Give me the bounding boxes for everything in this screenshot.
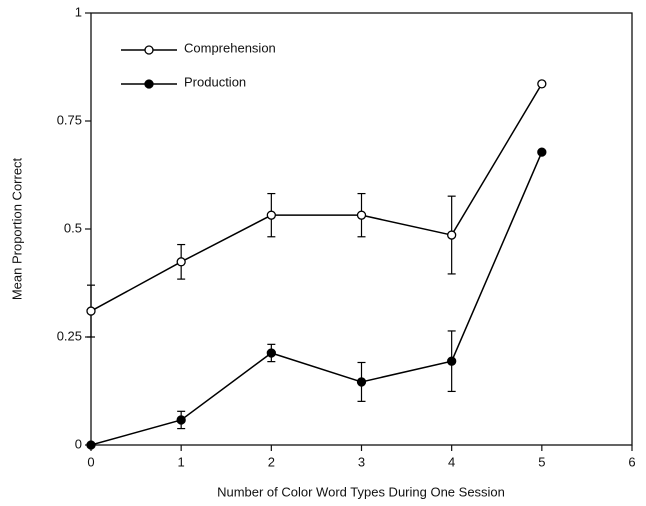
x-tick-label: 5 [538, 454, 545, 469]
y-tick-label: 0 [75, 436, 82, 451]
marker [447, 356, 457, 366]
marker [86, 306, 96, 316]
x-tick-label: 2 [268, 454, 275, 469]
y-tick-label: 0.5 [64, 220, 82, 235]
y-tick-label: 0.75 [57, 112, 82, 127]
marker [356, 210, 367, 220]
x-axis-label: Number of Color Word Types During One Se… [217, 484, 505, 499]
x-tick-label: 6 [628, 454, 635, 469]
marker [447, 230, 457, 240]
x-tick-label: 3 [358, 454, 365, 469]
marker [266, 210, 276, 220]
y-axis-label: Mean Proportion Correct [9, 157, 24, 300]
legend-label: Comprehension [184, 40, 276, 55]
marker [356, 377, 367, 387]
marker [176, 415, 186, 425]
legend-marker [144, 79, 154, 89]
marker [176, 257, 186, 267]
marker [86, 440, 96, 450]
marker [537, 147, 547, 157]
series-line [90, 83, 543, 312]
x-tick-label: 4 [448, 454, 455, 469]
y-tick-label: 1 [75, 4, 82, 19]
series-line [90, 151, 543, 446]
marker [537, 79, 547, 89]
legend-label: Production [184, 74, 246, 89]
x-tick-label: 0 [87, 454, 94, 469]
marker [266, 348, 276, 358]
x-tick-label: 1 [178, 454, 185, 469]
legend-marker [144, 45, 154, 55]
y-tick-label: 0.25 [57, 328, 82, 343]
